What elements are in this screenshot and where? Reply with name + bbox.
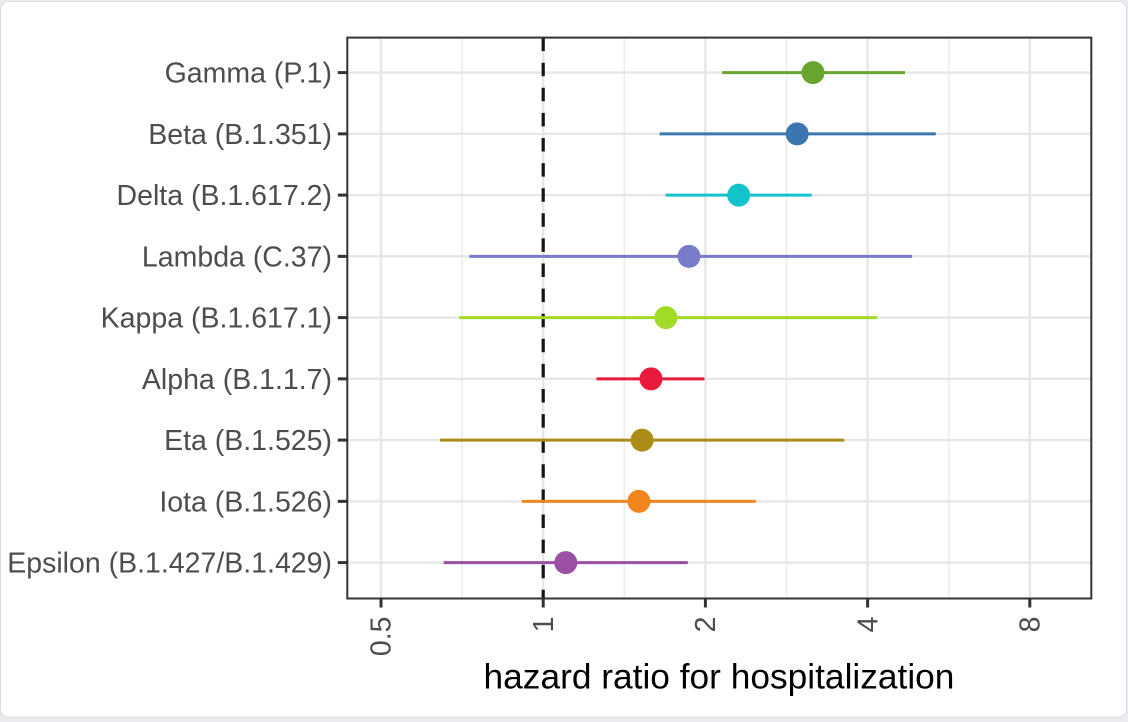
svg-text:Eta (B.1.525): Eta (B.1.525) — [164, 425, 332, 457]
svg-text:Beta (B.1.351): Beta (B.1.351) — [148, 119, 332, 151]
svg-text:Kappa (B.1.617.1): Kappa (B.1.617.1) — [101, 303, 332, 335]
svg-text:1: 1 — [528, 617, 560, 633]
svg-text:Iota (B.1.526): Iota (B.1.526) — [159, 486, 332, 518]
svg-text:Lambda (C.37): Lambda (C.37) — [142, 241, 332, 273]
svg-text:2: 2 — [690, 617, 722, 633]
svg-text:8: 8 — [1015, 617, 1047, 633]
svg-text:Epsilon (B.1.427/B.1.429): Epsilon (B.1.427/B.1.429) — [7, 548, 332, 580]
svg-text:hazard ratio for hospitalizati: hazard ratio for hospitalization — [484, 658, 955, 697]
svg-text:4: 4 — [852, 616, 884, 632]
svg-text:0.5: 0.5 — [366, 617, 398, 657]
svg-text:Alpha (B.1.1.7): Alpha (B.1.1.7) — [142, 364, 332, 396]
svg-text:Delta (B.1.617.2): Delta (B.1.617.2) — [117, 180, 332, 212]
svg-text:Gamma (P.1): Gamma (P.1) — [165, 58, 332, 90]
